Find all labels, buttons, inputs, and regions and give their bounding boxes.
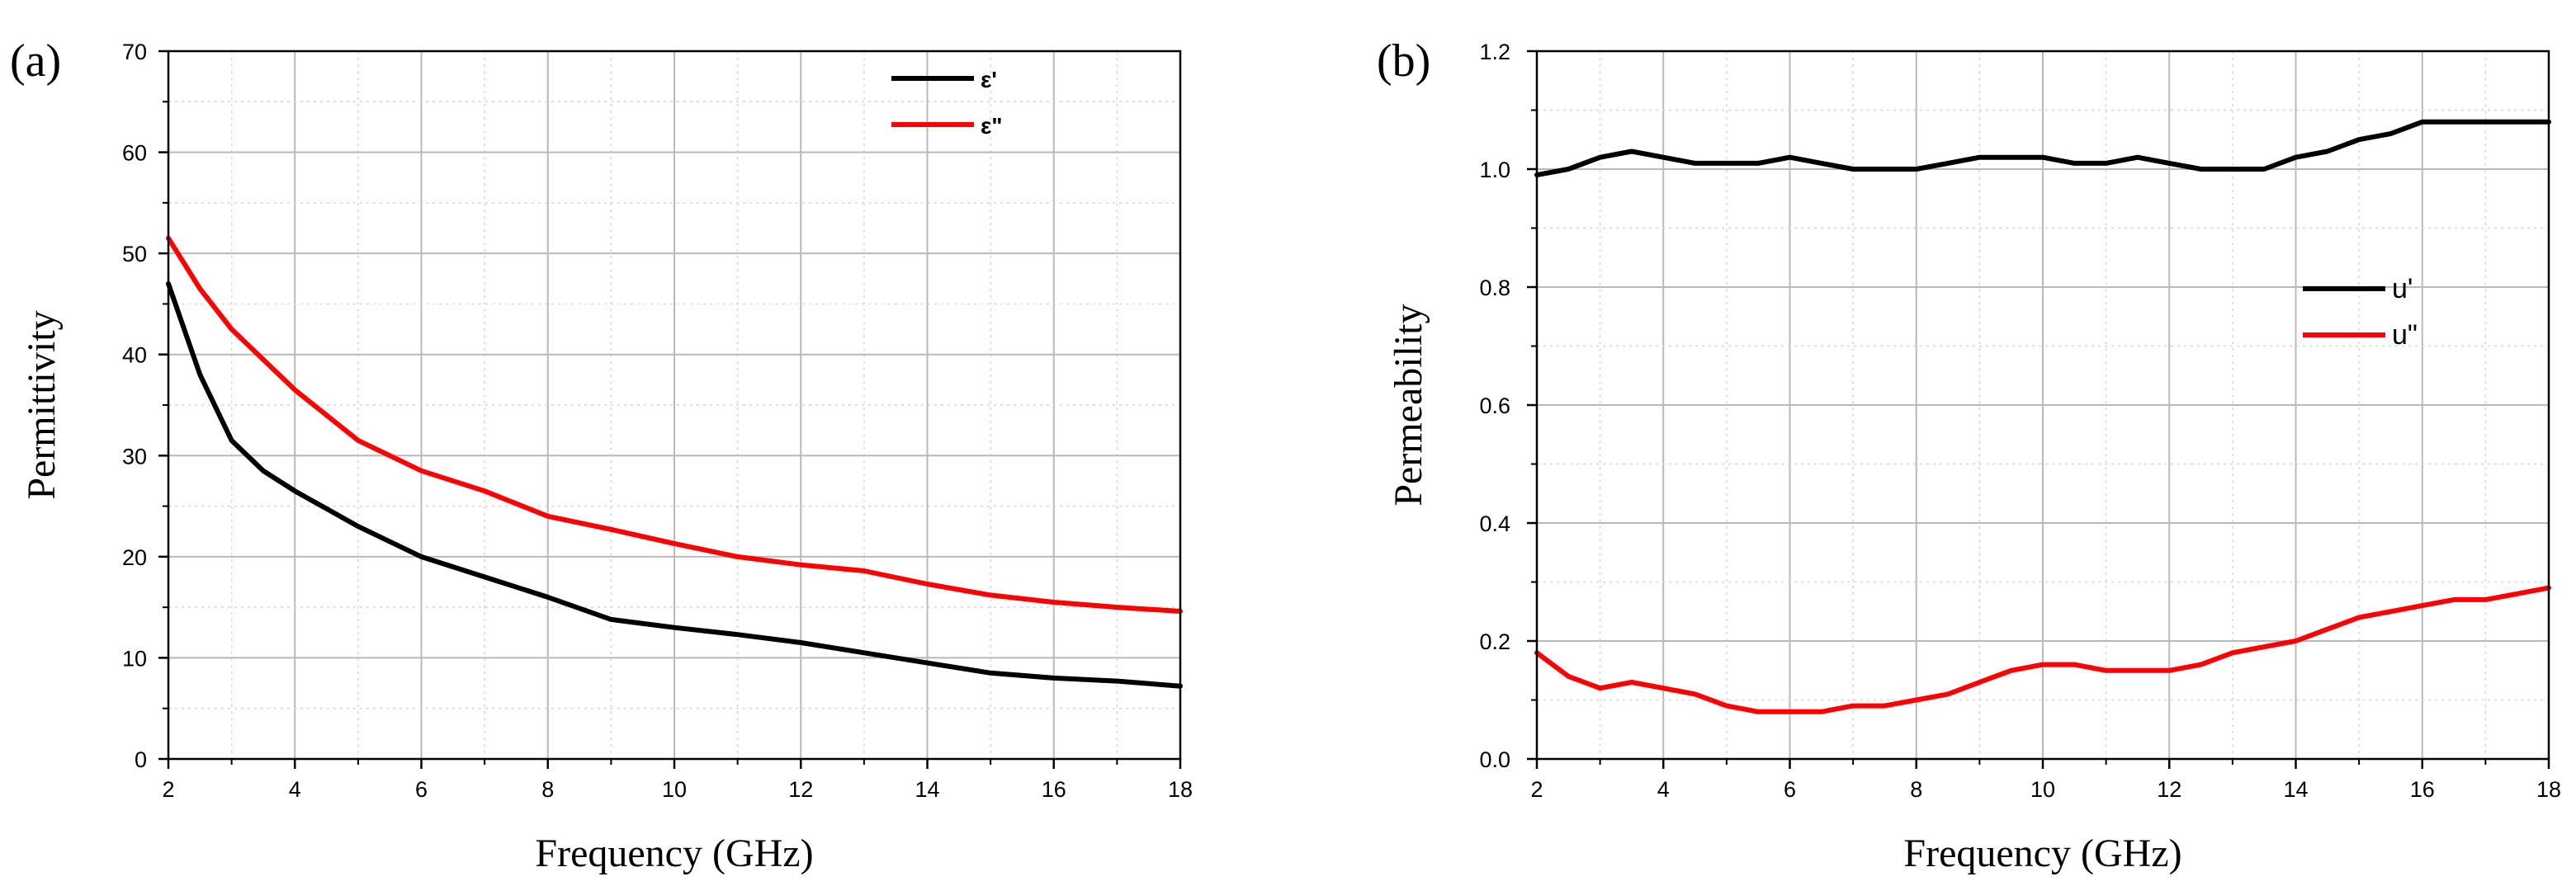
x-tick-label: 8 xyxy=(541,777,554,802)
x-tick-label: 16 xyxy=(2410,777,2435,802)
y-tick-label: 0.8 xyxy=(1479,276,1510,300)
legend-label: ε' xyxy=(981,67,997,92)
y-tick-label: 0.4 xyxy=(1479,511,1510,536)
x-tick-label: 2 xyxy=(162,777,174,802)
panel-label: (b) xyxy=(1377,35,1430,87)
y-tick-label: 60 xyxy=(122,141,147,166)
series-line-imaginary xyxy=(1534,585,2551,714)
x-tick-label: 14 xyxy=(915,777,939,802)
y-tick-label: 20 xyxy=(122,545,147,570)
y-axis-title: Permittivity xyxy=(20,310,64,499)
legend-label: u" xyxy=(2392,319,2418,351)
x-tick-label: 2 xyxy=(1530,777,1543,802)
y-tick-label: 1.2 xyxy=(1479,40,1510,64)
x-tick-label: 16 xyxy=(1042,777,1066,802)
panel-b-permeability-chart: 2 4 6 8 10 12 14 16 18 0.0 0.2 0.4 0.6 0.8 1.0 1.2 Frequ… xyxy=(1377,35,2561,875)
y-tick-label: 40 xyxy=(122,343,147,368)
series-line-real xyxy=(1534,119,2551,178)
axis-ticks: 2 4 6 8 10 12 14 16 18 0.0 0.2 0.4 0.6 0.8 1.0 1.2 xyxy=(1479,40,2561,802)
x-tick-label: 4 xyxy=(289,777,301,802)
y-tick-label: 0.0 xyxy=(1479,747,1510,772)
x-axis-title: Frequency (GHz) xyxy=(535,832,813,875)
y-tick-label: 30 xyxy=(122,444,147,469)
y-tick-label: 0.2 xyxy=(1479,629,1510,654)
x-tick-label: 12 xyxy=(2157,777,2181,802)
series-line-imaginary xyxy=(166,235,1183,614)
x-tick-label: 18 xyxy=(1168,777,1193,802)
y-tick-label: 0.6 xyxy=(1479,394,1510,418)
x-tick-label: 18 xyxy=(2536,777,2561,802)
legend: u' u" xyxy=(2303,273,2418,351)
y-tick-label: 70 xyxy=(122,40,147,64)
legend: ε' ε" xyxy=(891,67,1003,139)
x-tick-label: 12 xyxy=(788,777,813,802)
x-tick-label: 8 xyxy=(1910,777,1922,802)
y-axis-title: Permeability xyxy=(1387,304,1430,506)
axis-ticks: 2 4 6 8 10 12 14 16 18 0 10 20 30 40 50 60 70 xyxy=(122,40,1193,802)
y-tick-label: 10 xyxy=(122,646,147,671)
x-tick-label: 14 xyxy=(2283,777,2308,802)
x-tick-label: 10 xyxy=(2030,777,2055,802)
y-tick-label: 0 xyxy=(135,747,147,772)
panel-label: (a) xyxy=(10,35,61,87)
x-tick-label: 10 xyxy=(662,777,687,802)
x-tick-label: 6 xyxy=(415,777,428,802)
legend-label: u' xyxy=(2392,273,2413,304)
x-axis-title: Frequency (GHz) xyxy=(1903,832,2181,875)
grid xyxy=(168,50,1181,760)
x-tick-label: 6 xyxy=(1784,777,1796,802)
legend-label: ε" xyxy=(981,113,1003,139)
x-tick-label: 4 xyxy=(1657,777,1670,802)
panel-a-permittivity-chart: 2 4 6 8 10 12 14 16 18 0 10 20 30 40 50 60 70 Frequency (… xyxy=(10,35,1193,875)
y-tick-label: 1.0 xyxy=(1479,158,1510,182)
series-line-real xyxy=(166,280,1183,689)
y-tick-label: 50 xyxy=(122,242,147,266)
